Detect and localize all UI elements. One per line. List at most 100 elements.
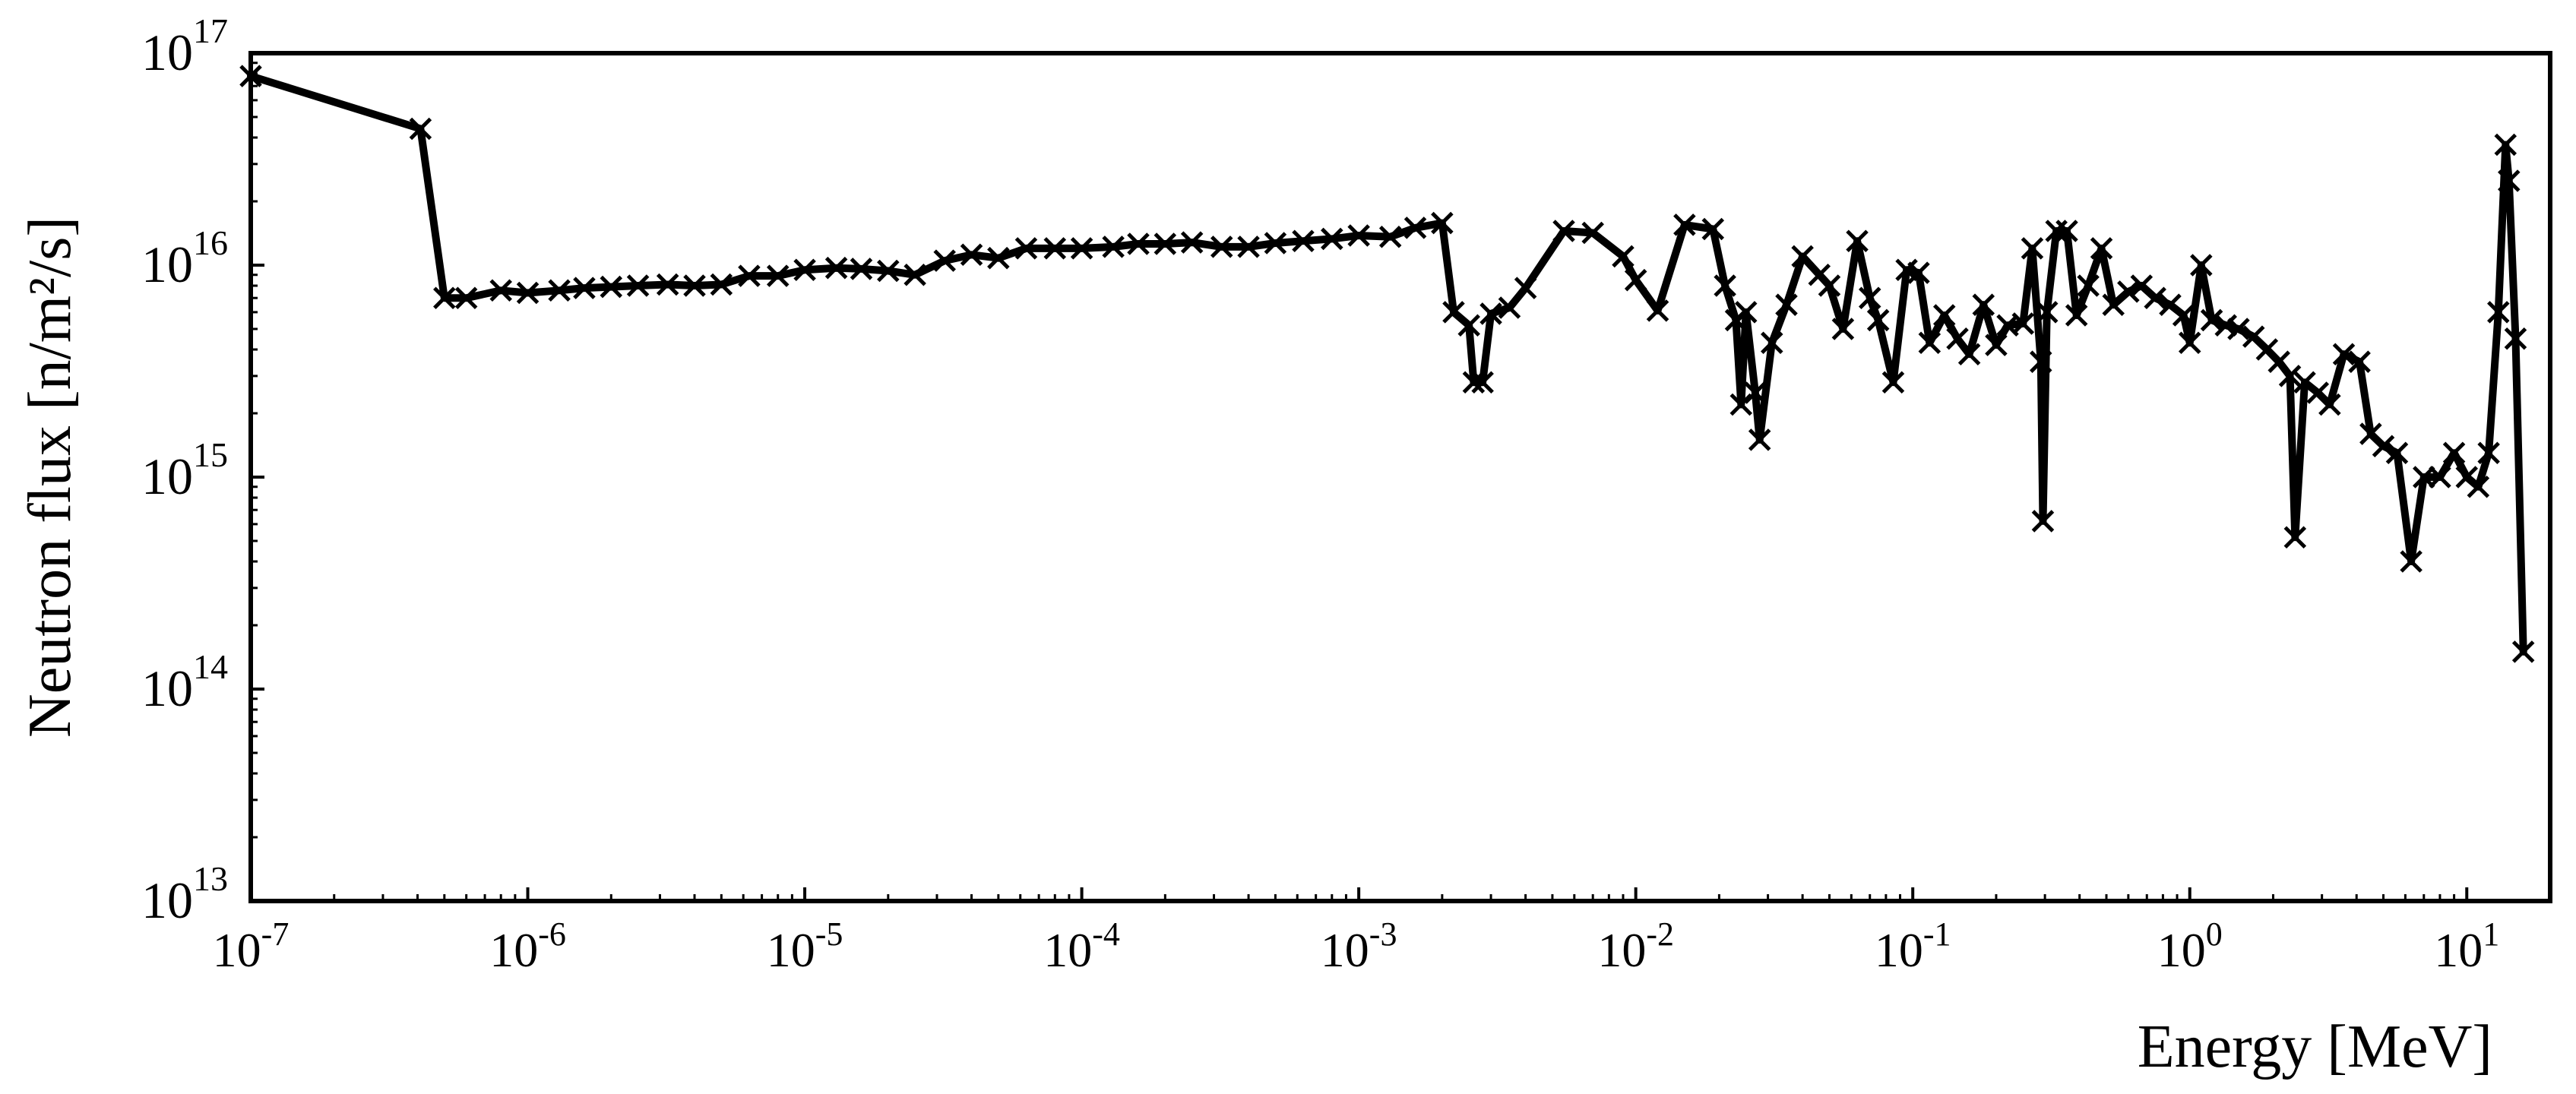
- marker-stroke: [2178, 331, 2201, 355]
- x-tick-label: 10-6: [489, 915, 566, 977]
- data-point-marker: [710, 273, 733, 296]
- data-point-marker: [1932, 304, 1956, 327]
- data-point-marker: [2267, 350, 2290, 373]
- data-point-marker: [2348, 350, 2371, 373]
- marker-stroke: [1552, 220, 1575, 242]
- marker-stroke: [1070, 237, 1093, 260]
- marker-stroke: [2494, 133, 2517, 157]
- x-tick-label: 10-1: [1875, 915, 1951, 977]
- data-point-marker: [1154, 232, 1177, 255]
- marker-stroke: [1831, 318, 1855, 340]
- x-axis-title: Energy [MeV]: [2138, 1013, 2492, 1080]
- data-point-marker: [1552, 220, 1575, 242]
- data-point-marker: [573, 277, 596, 299]
- marker-stroke: [1866, 308, 1890, 332]
- marker-stroke: [1673, 213, 1696, 236]
- marker-stroke: [1808, 263, 1831, 286]
- marker-stroke: [2045, 220, 2068, 242]
- data-point-marker: [2144, 286, 2166, 309]
- marker-stroke: [2442, 441, 2466, 464]
- marker-stroke: [2267, 350, 2290, 373]
- marker-stroke: [2332, 343, 2356, 366]
- marker-stroke: [1714, 274, 1736, 297]
- data-point-marker: [933, 249, 956, 272]
- x-tick-label: 10-4: [1043, 915, 1120, 977]
- data-point-marker: [626, 274, 650, 297]
- data-point-marker: [2190, 254, 2213, 277]
- marker-stroke: [1154, 232, 1177, 255]
- marker-stroke: [2413, 466, 2435, 489]
- data-point-marker: [2477, 441, 2500, 464]
- data-point-marker: [2227, 318, 2250, 340]
- marker-stroke: [987, 246, 1010, 270]
- y-tick-label: 1017: [141, 11, 228, 81]
- marker-stroke: [409, 117, 432, 141]
- data-point-marker: [1498, 296, 1521, 319]
- data-point-marker: [2214, 314, 2238, 337]
- marker-stroke: [1321, 227, 1343, 251]
- marker-stroke: [1858, 286, 1881, 309]
- marker-stroke: [2144, 286, 2166, 309]
- marker-stroke: [738, 264, 761, 287]
- marker-stroke: [710, 273, 733, 296]
- data-point-marker: [1918, 331, 1941, 355]
- series-line: [247, 72, 2527, 656]
- data-point-marker: [1102, 236, 1125, 258]
- marker-stroke: [2283, 526, 2307, 549]
- marker-stroke: [1775, 293, 1798, 316]
- marker-stroke: [2318, 393, 2341, 416]
- marker-stroke: [2477, 441, 2500, 464]
- plot-frame: [248, 51, 2552, 903]
- x-tick-label: 10-3: [1321, 915, 1397, 977]
- data-point-marker: [2200, 308, 2223, 332]
- marker-stroke: [2385, 441, 2409, 464]
- marker-stroke: [656, 273, 679, 296]
- data-point-marker: [877, 259, 900, 283]
- data-point-marker: [683, 274, 706, 297]
- marker-stroke: [1431, 211, 1454, 235]
- x-tick-label: 101: [2434, 915, 2499, 977]
- data-point-marker: [2385, 441, 2409, 464]
- data-point-marker: [2159, 293, 2182, 316]
- data-point-marker: [2045, 220, 2068, 242]
- data-point-marker: [987, 246, 1010, 270]
- marker-stroke: [2429, 466, 2451, 489]
- marker-stroke: [1442, 301, 1465, 324]
- marker-stroke: [1932, 304, 1956, 327]
- marker-stroke: [2348, 350, 2371, 373]
- data-point-marker: [1846, 229, 1869, 252]
- data-point-marker: [1581, 221, 1604, 245]
- marker-stroke: [933, 249, 956, 272]
- marker-stroke: [2029, 350, 2052, 373]
- data-point-marker: [1237, 236, 1260, 258]
- marker-stroke: [824, 256, 848, 280]
- data-point-marker: [1514, 277, 1537, 299]
- y-tick-label: 1014: [141, 647, 228, 717]
- marker-stroke: [1347, 224, 1370, 247]
- marker-stroke: [1210, 236, 1233, 258]
- marker-stroke: [1462, 371, 1486, 394]
- data-point-marker: [2065, 304, 2088, 327]
- marker-stroke: [1846, 229, 1869, 252]
- marker-stroke: [877, 259, 900, 283]
- marker-stroke: [2227, 318, 2250, 340]
- marker-stroke: [1946, 327, 1969, 350]
- marker-stroke: [2467, 475, 2490, 498]
- x-tick-label: 100: [2157, 915, 2223, 977]
- marker-stroke: [1043, 237, 1067, 260]
- data-point-marker: [960, 243, 983, 267]
- data-point-marker: [1957, 343, 1981, 366]
- data-point-marker: [2035, 301, 2059, 324]
- marker-stroke: [2359, 422, 2382, 445]
- data-point-marker: [1818, 274, 1841, 297]
- marker-stroke: [600, 275, 623, 299]
- marker-stroke: [1701, 217, 1725, 241]
- data-point-marker: [1646, 299, 1669, 322]
- data-point-marker: [2293, 371, 2316, 394]
- data-point-marker: [1734, 301, 1758, 324]
- marker-stroke: [626, 274, 650, 297]
- data-point-marker: [1701, 217, 1725, 241]
- data-point-marker: [2442, 441, 2466, 464]
- data-point-marker: [2318, 393, 2341, 416]
- data-point-marker: [1321, 227, 1343, 251]
